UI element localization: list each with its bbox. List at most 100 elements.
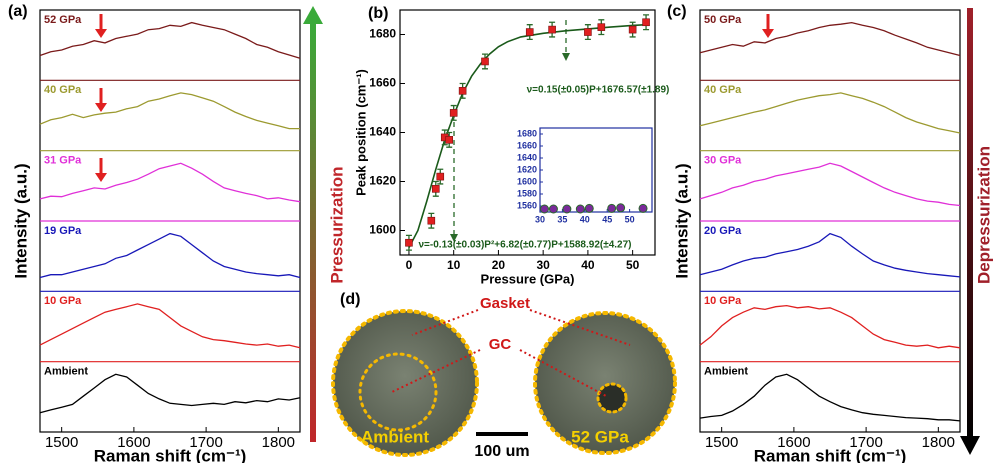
strip-label: 31 GPa [44, 155, 82, 167]
spectrum [40, 374, 300, 412]
y-tick-label: 1600 [369, 223, 396, 237]
x-tick-label: 1800 [922, 434, 955, 451]
spectrum [700, 93, 960, 133]
inset-x-tick-label: 50 [625, 214, 635, 224]
strip-label: 40 GPa [44, 84, 82, 96]
figure: Pressurization Depressurization (d) G [0, 0, 996, 463]
inset-y-tick-label: 1580 [517, 188, 537, 198]
inset-x-tick-label: 45 [602, 214, 612, 224]
spectrum [700, 163, 960, 205]
inset-point [540, 205, 548, 213]
inset-y-tick-label: 1560 [517, 200, 537, 210]
spectrum [700, 23, 960, 56]
inset-point [585, 204, 593, 212]
spectrum [40, 93, 300, 129]
photo-label: 52 GPa [571, 427, 629, 446]
inset-x-tick-label: 30 [535, 214, 545, 224]
side-label: Depressurization [974, 146, 993, 284]
data-point [482, 58, 489, 65]
data-point [428, 217, 435, 224]
photo-label: Ambient [361, 427, 429, 446]
spectrum [40, 163, 300, 201]
data-point [526, 29, 533, 36]
strip-label: 10 GPa [704, 295, 742, 307]
x-tick-label: 20 [492, 258, 506, 272]
spectrum [700, 306, 960, 348]
spectrum [40, 23, 300, 59]
side-label: Pressurization [327, 166, 346, 283]
fit-equation: ν=-0.13(±0.03)P²+6.82(±0.77)P+1588.92(±4… [419, 240, 632, 251]
spectrum [40, 234, 300, 278]
fit-equation: ν=0.15(±0.05)P+1676.57(±1.89) [527, 85, 670, 96]
x-axis-label: Raman shift (cm⁻¹) [754, 446, 907, 463]
spectrum [40, 304, 300, 348]
peak-marker-head [95, 29, 107, 38]
peak-marker-heads [95, 29, 774, 182]
inset-point [549, 205, 557, 213]
inset-point [639, 204, 647, 212]
y-axis-label: Intensity (a.u.) [672, 163, 691, 278]
data-point [432, 185, 439, 192]
peak-marker-head [95, 173, 107, 182]
x-tick-label: 1500 [705, 434, 738, 451]
y-axis-label: Peak position (cm⁻¹) [353, 69, 368, 196]
strip-label: 40 GPa [704, 84, 742, 96]
data-point [437, 173, 444, 180]
x-tick-label: 50 [626, 258, 640, 272]
arrow-shaft [967, 8, 973, 438]
y-tick-label: 1680 [369, 27, 396, 41]
y-tick-label: 1660 [369, 76, 396, 90]
inset-point [576, 205, 584, 213]
arrow-head [960, 436, 980, 455]
y-tick-label: 1620 [369, 174, 396, 188]
strip-label: 10 GPa [44, 295, 82, 307]
strip-label: Ambient [44, 366, 88, 378]
data-point [598, 24, 605, 31]
data-point [584, 29, 591, 36]
data-point [459, 87, 466, 94]
arrow-shaft [310, 22, 316, 442]
inset-point [563, 205, 571, 213]
inset-y-tick-label: 1620 [517, 164, 537, 174]
scale-label: 100 um [474, 443, 529, 460]
x-tick-label: 30 [536, 258, 550, 272]
photo-label: Gasket [480, 295, 530, 312]
peak-marker-head [762, 29, 774, 38]
panel-label: (c) [667, 3, 687, 20]
photo-label: GC [489, 336, 512, 353]
x-axis-label: Raman shift (cm⁻¹) [94, 446, 247, 463]
x-tick-label: 0 [406, 258, 413, 272]
inset-point [617, 204, 625, 212]
panel-label: (a) [8, 3, 28, 20]
strip-label: Ambient [704, 366, 748, 378]
inset-x-tick-label: 40 [580, 214, 590, 224]
scale-bar [476, 432, 528, 436]
data-point [405, 239, 412, 246]
inset-y-tick-label: 1680 [517, 128, 537, 138]
arrow-head [303, 6, 323, 24]
x-tick-label: 1800 [262, 434, 295, 451]
strip-label: 50 GPa [704, 14, 742, 26]
x-tick-label: 1500 [45, 434, 78, 451]
panel-label: (b) [368, 5, 388, 22]
inset-y-tick-label: 1660 [517, 140, 537, 150]
inset-y-tick-label: 1640 [517, 152, 537, 162]
strip-label: 19 GPa [44, 225, 82, 237]
photo-panel: (d) Gasket GC Ambient 52 GPa 100 um [333, 291, 675, 460]
spectrum [700, 234, 960, 277]
x-tick-label: 40 [581, 258, 595, 272]
data-point [450, 109, 457, 116]
y-axis-label: Intensity (a.u.) [11, 163, 30, 278]
inset-point [608, 204, 616, 212]
strip-label: 20 GPa [704, 225, 742, 237]
panel-label: (d) [340, 291, 360, 308]
spectrum [700, 374, 960, 421]
guide-arrow-head [562, 53, 570, 61]
page: {"chart_data": [ {"type": "spectra", "pa… [0, 0, 996, 463]
data-point [629, 26, 636, 33]
x-tick-label: 10 [447, 258, 461, 272]
inset-frame [540, 128, 652, 212]
data-point [643, 19, 650, 26]
x-axis-label: Pressure (GPa) [481, 271, 575, 286]
strip-label: 52 GPa [44, 14, 82, 26]
